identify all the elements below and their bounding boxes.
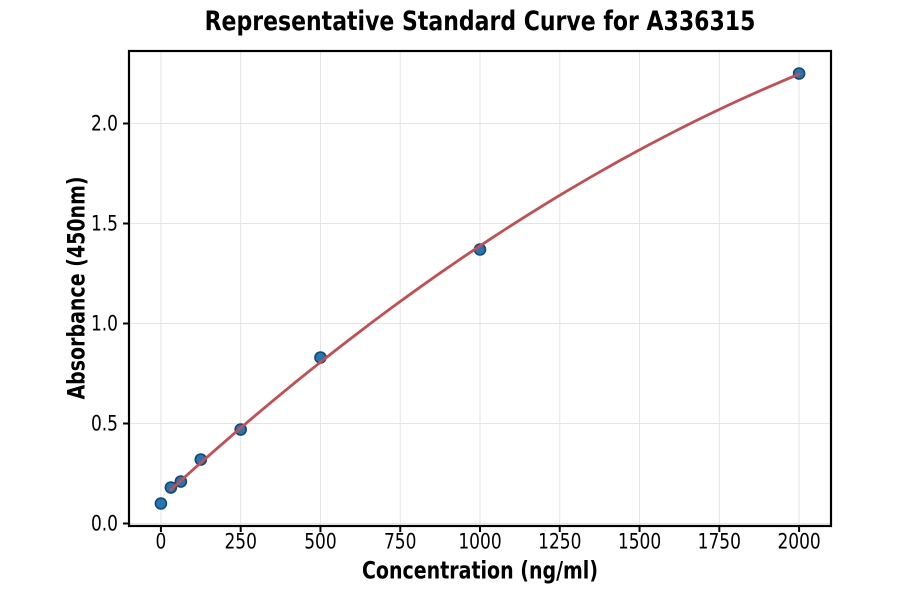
- y-axis-label: Absorbance (450nm): [63, 176, 91, 400]
- x-tick-label: 750: [383, 529, 417, 555]
- x-axis-label: Concentration (ng/ml): [361, 557, 599, 585]
- y-tick-label: 0.0: [90, 511, 118, 536]
- x-tick-label: 2000: [777, 529, 821, 555]
- y-tick-label: 2.0: [90, 111, 118, 136]
- y-tick-label: 1.0: [90, 311, 118, 336]
- x-tick-label: 1000: [458, 529, 502, 555]
- x-tick-label: 1250: [538, 529, 582, 555]
- data-point: [164, 481, 178, 494]
- y-tick-label: 1.5: [90, 211, 118, 236]
- x-tick-label: 250: [224, 529, 257, 555]
- x-tick-label: 1750: [697, 529, 741, 555]
- x-tick-label: 1500: [617, 529, 662, 555]
- data-point: [154, 497, 168, 510]
- fit-curve: [169, 72, 801, 492]
- x-tick-label: 500: [304, 529, 337, 555]
- chart-title: Representative Standard Curve for A33631…: [204, 6, 756, 37]
- x-tick-label: 0: [155, 529, 167, 555]
- y-tick-label: 0.5: [90, 411, 118, 436]
